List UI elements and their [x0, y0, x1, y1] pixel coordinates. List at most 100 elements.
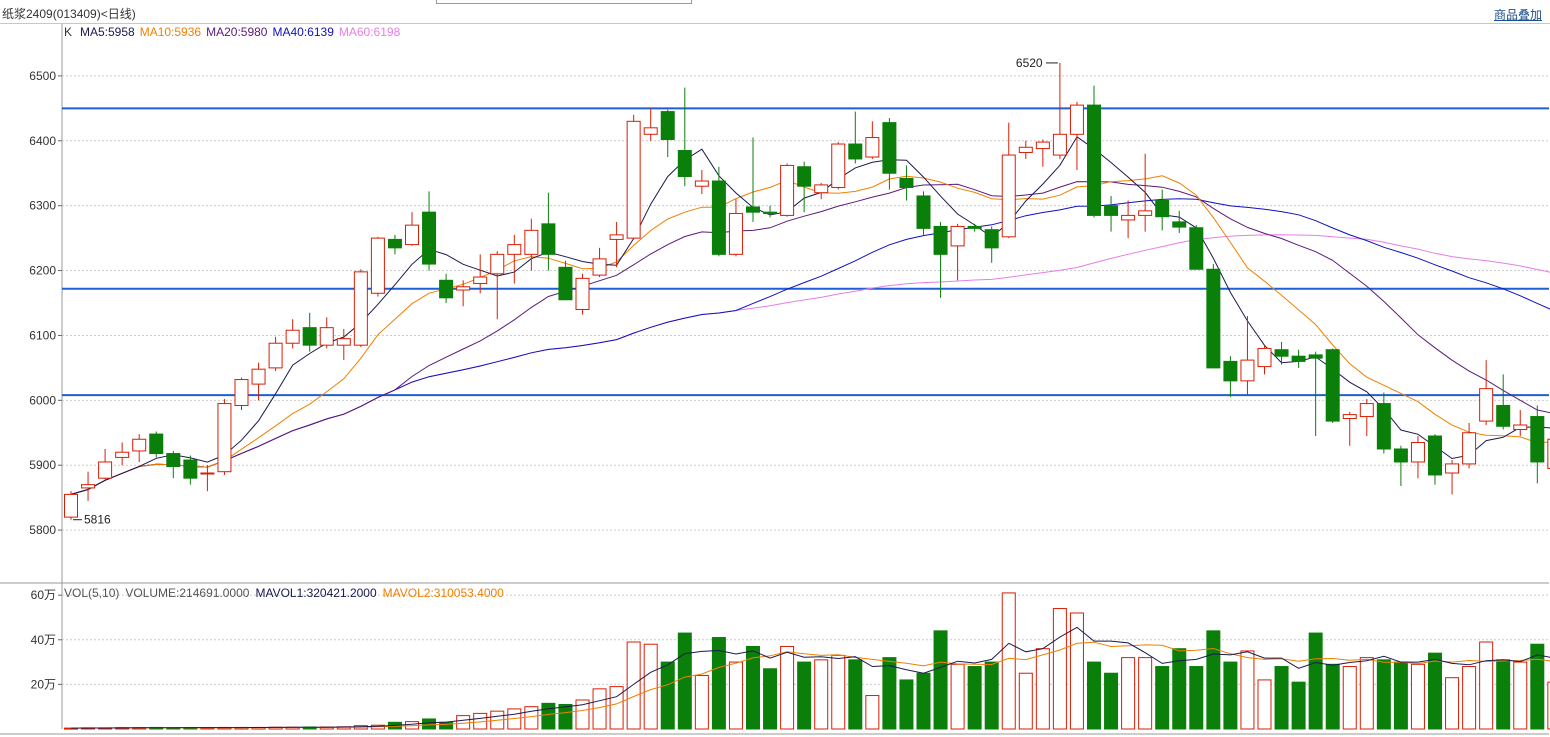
candle-body [1513, 424, 1528, 431]
candle [422, 191, 437, 271]
volume-bar [865, 695, 880, 730]
candle [763, 205, 778, 218]
volume-bar [1223, 661, 1238, 730]
volume-bar [780, 645, 795, 730]
candle [1496, 374, 1511, 430]
volume-axis: 60万 40万 20万 [31, 588, 62, 691]
candle-body [1121, 214, 1136, 221]
candle [166, 450, 181, 479]
volume-bar [1428, 652, 1442, 730]
candle-body [626, 120, 641, 239]
candle-body [473, 276, 488, 285]
volume-bar [592, 688, 607, 730]
volume-bar [1547, 681, 1550, 730]
candle-body [541, 223, 556, 255]
candle-body [643, 127, 658, 135]
volume-legend-item: VOL(5,10) [64, 586, 119, 600]
price-grid [62, 75, 1549, 531]
chart-header: 纸浆2409(013409)<日线) 商品叠加 [0, 0, 1550, 24]
price-tick-label: 6400 [29, 134, 56, 148]
candle-body [831, 143, 846, 189]
candle-body [1428, 435, 1442, 476]
price-tick-label: 6500 [29, 69, 56, 83]
candle-body [64, 493, 78, 518]
volume-bar [1240, 650, 1255, 730]
candle [251, 362, 266, 401]
volume-bar [1052, 608, 1067, 730]
candle-body [1087, 104, 1101, 216]
candle-body [1274, 349, 1289, 357]
volume-bar [899, 679, 914, 730]
candle [64, 491, 78, 520]
candle [882, 118, 897, 190]
candle-body [694, 180, 709, 187]
candle [1052, 62, 1067, 159]
volume-bar [456, 715, 471, 730]
min-price-annotation: 5816 [84, 513, 111, 527]
candle [98, 448, 113, 480]
candle-body [387, 238, 402, 249]
commodity-overlay-link[interactable]: 商品叠加 [1493, 8, 1542, 22]
price-axis: 6500 6400 6300 6200 6100 6000 5900 5800 [29, 69, 62, 537]
candle [524, 218, 539, 271]
volume-legend-item: VOLUME:214691.0000 [125, 586, 249, 600]
candle [831, 142, 846, 190]
candle [1035, 139, 1050, 167]
volume-bar [797, 661, 812, 730]
candle [490, 251, 505, 320]
candle-body [1359, 403, 1374, 418]
candle [865, 121, 880, 159]
volume-average-lines [70, 626, 1550, 729]
volume-bar [916, 672, 931, 730]
ma-legend-item: MA10:5936 [140, 25, 202, 39]
candle-body [1410, 442, 1425, 463]
volume-bar [746, 645, 760, 730]
candle-body [865, 137, 880, 158]
volume-legend-item: MAVOL1:320421.2000 [255, 586, 377, 600]
volume-bar [1513, 661, 1528, 730]
candle-body [422, 211, 437, 265]
volume-bar [882, 657, 897, 730]
candle [780, 163, 795, 217]
candle-body [166, 453, 181, 468]
candle [1428, 434, 1442, 485]
candle-body [1496, 405, 1511, 427]
candle [1376, 392, 1391, 454]
candle-body [711, 180, 726, 255]
ma5-line [70, 136, 1550, 495]
candle [183, 455, 198, 485]
candle-body [1479, 388, 1494, 422]
ma-legend: K MA5:5958 MA10:5936 MA20:5980 MA40:6139 MA6… [64, 25, 401, 39]
candle-body [1462, 432, 1477, 465]
candle-body [200, 472, 215, 475]
volume-bar [933, 630, 948, 730]
candle [1155, 189, 1170, 231]
candle [1001, 122, 1016, 239]
candle [711, 166, 726, 257]
candle-body [1104, 205, 1119, 216]
candle [694, 169, 709, 194]
title-tab-marker [436, 0, 692, 4]
candle-body [98, 461, 113, 479]
candle-body [217, 403, 232, 473]
candle-body [1206, 268, 1221, 369]
volume-tick-label: 40万 [31, 633, 56, 647]
candle-body [1445, 463, 1460, 474]
candle-body [575, 277, 590, 310]
volume-bar [1462, 666, 1477, 730]
ma-legend-item: MA20:5980 [206, 25, 268, 39]
volume-bar [1359, 657, 1374, 730]
candle-body [285, 329, 300, 344]
volume-bar [677, 632, 692, 730]
candle-body [933, 225, 948, 255]
volume-bar [558, 703, 573, 730]
candle [1513, 410, 1528, 437]
candle-body [660, 111, 675, 140]
instrument-title: 纸浆2409(013409)<日线) [2, 7, 136, 21]
candle [541, 192, 556, 271]
kline-indicator-label: K [64, 25, 72, 39]
candle-body [353, 271, 368, 346]
candle [200, 465, 215, 492]
candle [592, 247, 607, 278]
